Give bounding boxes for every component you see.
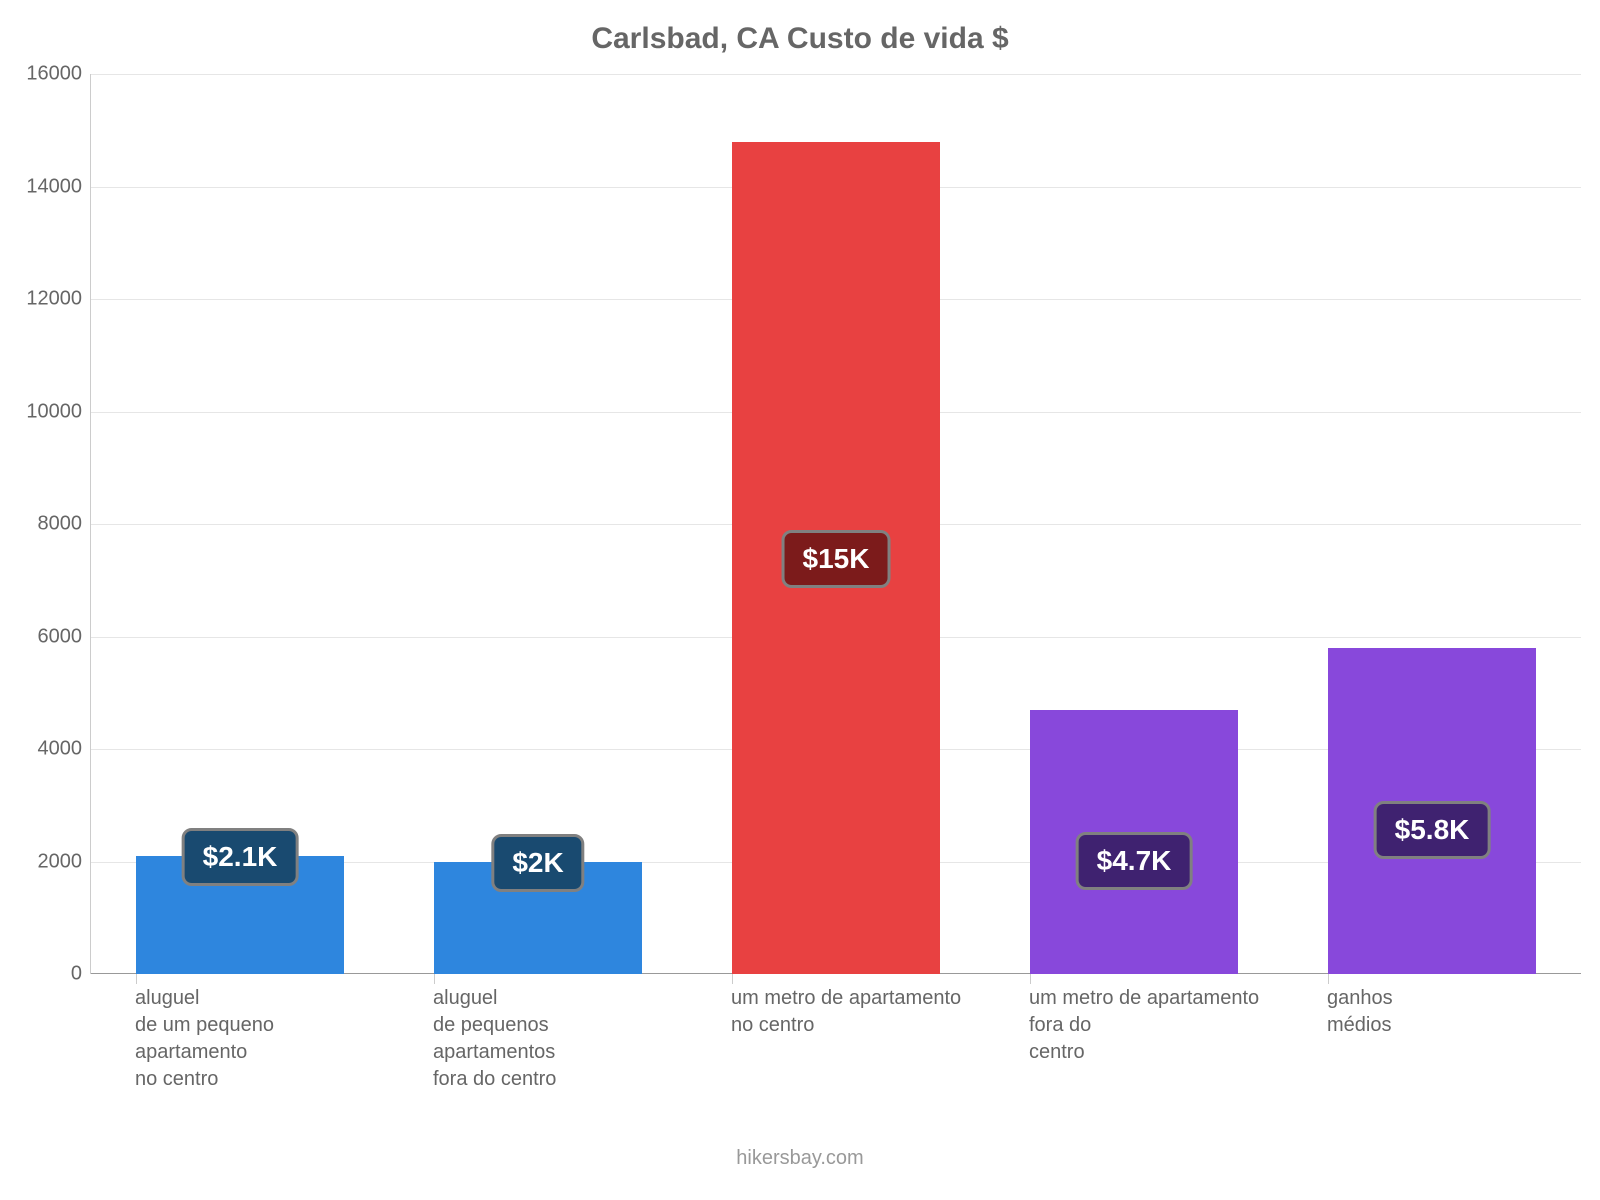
x-axis-label: aluguel de pequenos apartamentos fora do…: [433, 985, 556, 1093]
chart-title: Carlsbad, CA Custo de vida $: [0, 22, 1600, 56]
gridline: [91, 74, 1581, 75]
chart-container: Carlsbad, CA Custo de vida $ $2.1K $2K $15…: [0, 0, 1600, 1200]
y-tick-label: 4000: [2, 738, 82, 761]
value-badge: $4.7K: [1076, 832, 1193, 890]
x-tick: [434, 974, 435, 984]
y-tick-label: 14000: [2, 175, 82, 198]
value-badge: $15K: [782, 530, 891, 588]
x-axis-label: um metro de apartamento fora do centro: [1029, 985, 1259, 1066]
y-tick-label: 16000: [2, 63, 82, 86]
x-tick: [1328, 974, 1329, 984]
value-badge: $5.8K: [1374, 801, 1491, 859]
credit-text: hikersbay.com: [0, 1147, 1600, 1170]
y-tick-label: 12000: [2, 288, 82, 311]
x-tick: [1030, 974, 1031, 984]
value-badge: $2K: [491, 834, 584, 892]
y-tick-label: 6000: [2, 625, 82, 648]
value-badge: $2.1K: [182, 828, 299, 886]
x-tick: [136, 974, 137, 984]
x-axis-label: ganhos médios: [1327, 985, 1393, 1039]
x-axis-label: um metro de apartamento no centro: [731, 985, 961, 1039]
x-axis-label: aluguel de um pequeno apartamento no cen…: [135, 985, 274, 1093]
y-tick-label: 0: [2, 963, 82, 986]
x-tick: [732, 974, 733, 984]
y-tick-label: 8000: [2, 513, 82, 536]
y-tick-label: 10000: [2, 400, 82, 423]
y-tick-label: 2000: [2, 850, 82, 873]
plot-area: $2.1K $2K $15K $4.7K $5.8K: [90, 74, 1581, 974]
